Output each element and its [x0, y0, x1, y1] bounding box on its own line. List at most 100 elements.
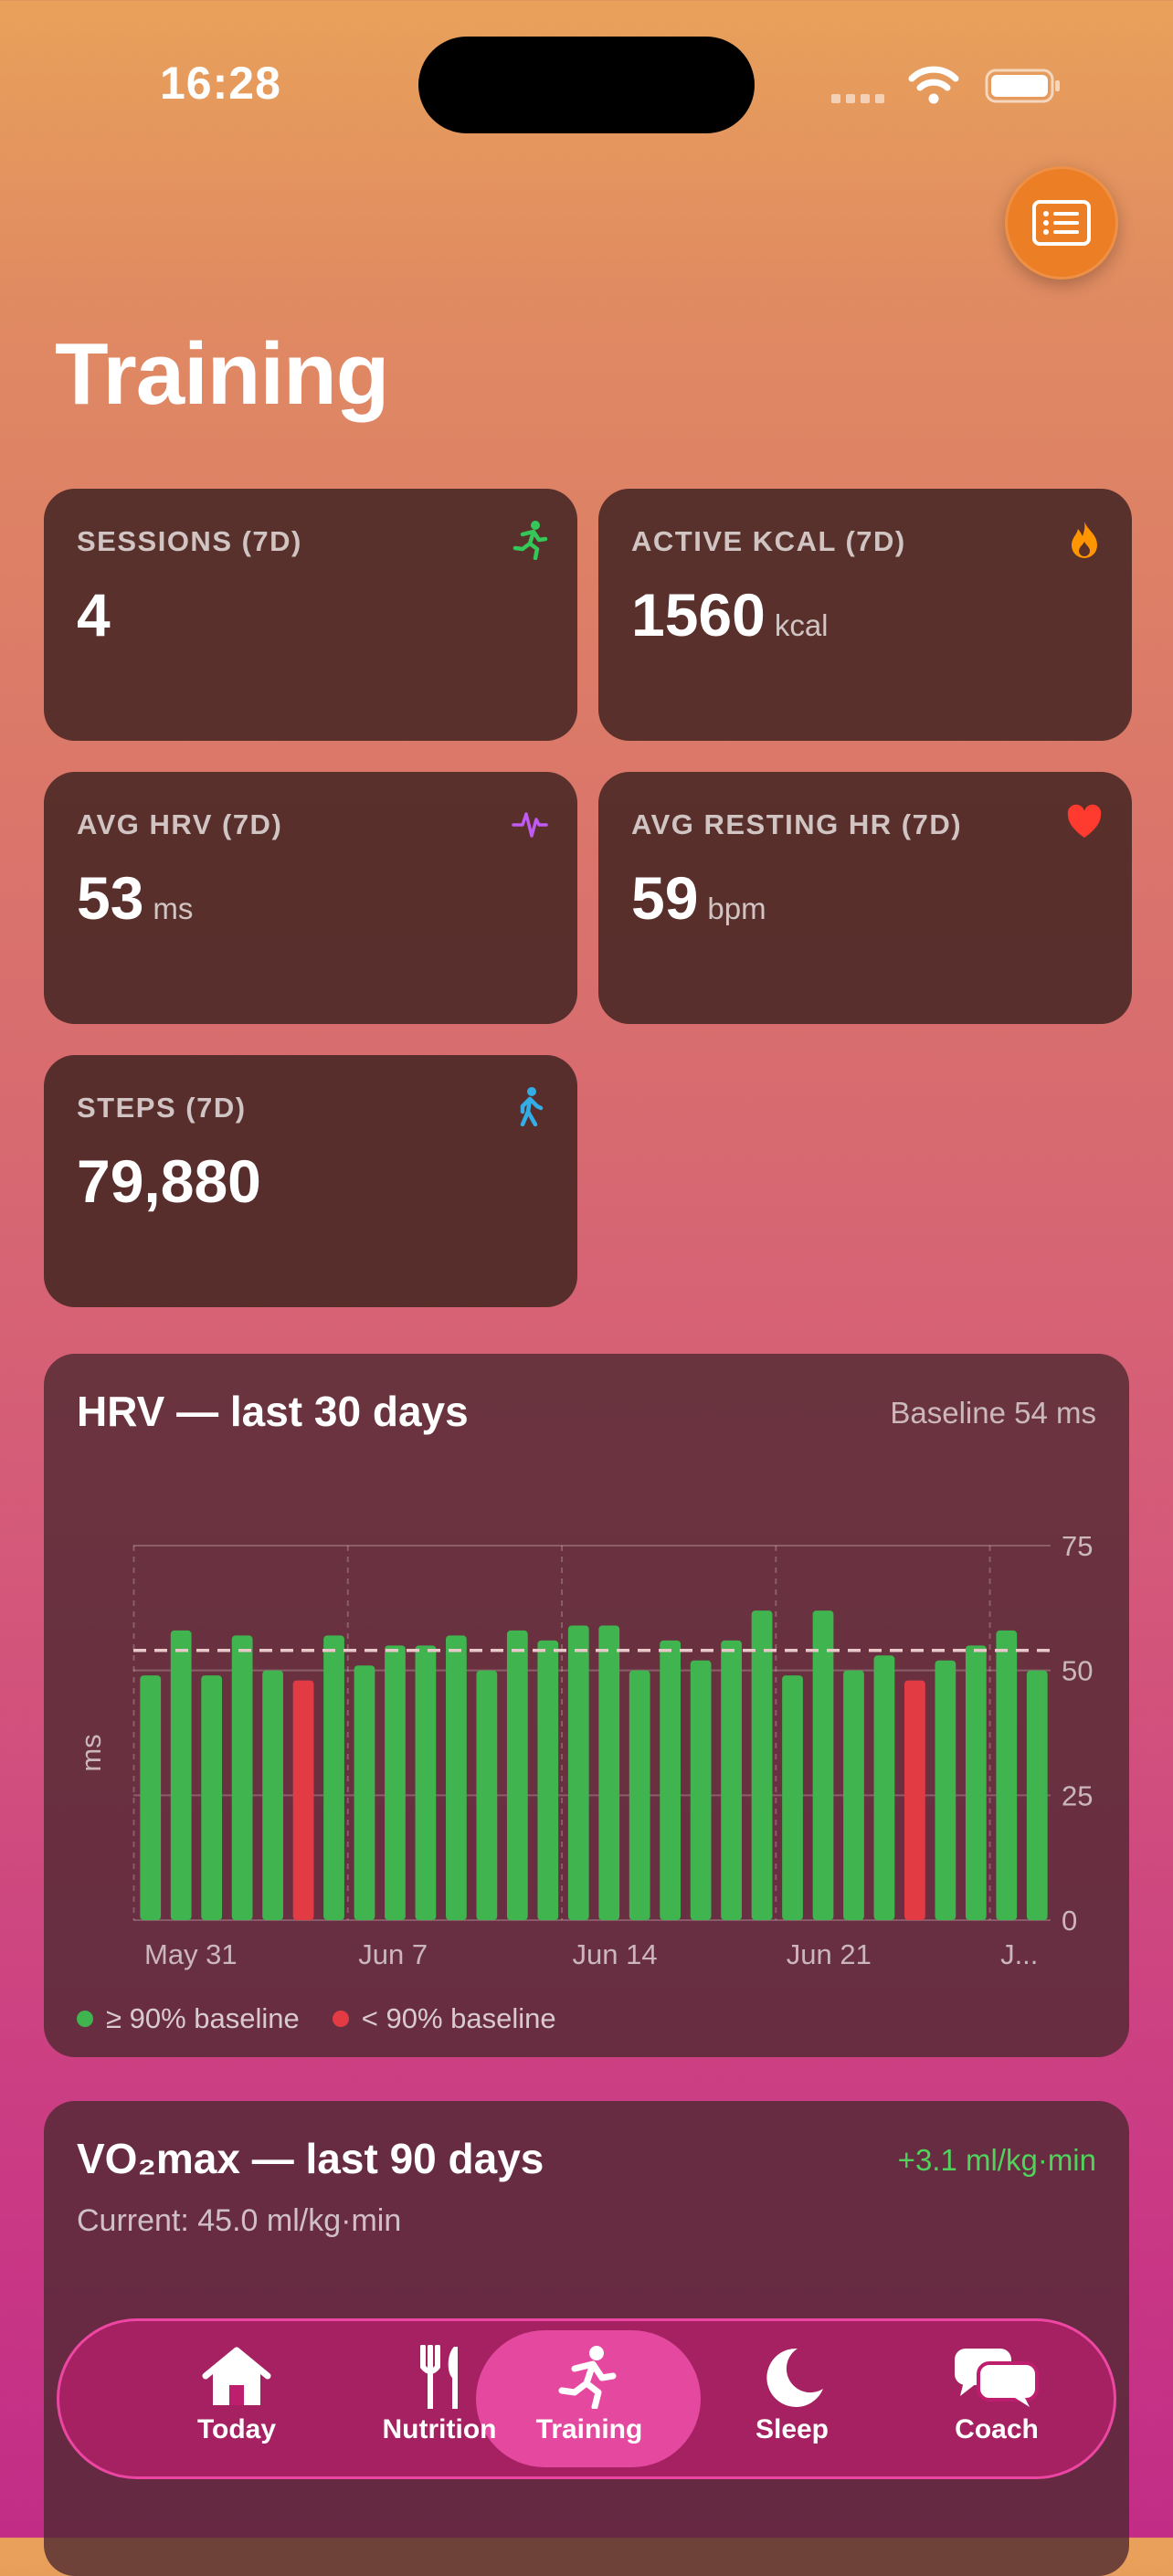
x-tick-label: J...: [1000, 1938, 1038, 1970]
stat-value: 79,880: [77, 1146, 261, 1216]
x-tick-label: Jun 21: [787, 1938, 872, 1970]
stat-value: 59 bpm: [631, 863, 766, 933]
hrv-bar: [873, 1655, 895, 1920]
tab-bar: Today Nutrition Training Sleep Coach: [57, 2318, 1116, 2479]
cellular-signal-icon: [831, 91, 895, 103]
stat-card-avg-resting-hr: AVG RESTING HR (7D) 59 bpm: [598, 772, 1132, 1024]
chart-legend: ≥ 90% baseline < 90% baseline: [77, 2002, 556, 2035]
hrv-bar: [354, 1665, 375, 1920]
hrv-bar: [446, 1635, 467, 1920]
chat-bubbles-icon: [955, 2349, 1039, 2407]
tab-nutrition[interactable]: Nutrition: [348, 2321, 531, 2476]
stat-number: 53: [77, 864, 144, 932]
tab-label: Nutrition: [382, 2414, 497, 2444]
hrv-bar: [262, 1670, 283, 1920]
stat-card-avg-hrv: AVG HRV (7D) 53 ms: [44, 772, 577, 1024]
status-time: 16:28: [160, 58, 281, 109]
stat-label: STEPS (7D): [77, 1092, 247, 1124]
hrv-bar: [415, 1645, 437, 1920]
stat-card-active-kcal: ACTIVE KCAL (7D) 1560 kcal: [598, 489, 1132, 741]
hrv-bar: [996, 1630, 1018, 1920]
active-tab-highlight: [476, 2330, 701, 2467]
hrv-bar: [782, 1675, 803, 1920]
hrv-bar: [506, 1630, 528, 1920]
tab-label: Sleep: [755, 2414, 830, 2444]
wifi-icon: [908, 66, 959, 104]
hrv-bar: [323, 1635, 344, 1920]
x-tick-label: Jun 14: [573, 1938, 658, 1970]
vo2max-current: Current: 45.0 ml/kg·min: [77, 2203, 402, 2238]
hrv-bar: [292, 1680, 314, 1920]
fork-knife-icon: [420, 2345, 458, 2409]
stat-card-sessions: SESSIONS (7D) 4: [44, 489, 577, 741]
hrv-bar: [567, 1625, 589, 1920]
dynamic-island: [418, 37, 755, 133]
page-title: Training: [55, 325, 389, 423]
y-tick-label: 0: [1062, 1905, 1077, 1937]
stat-number: 4: [77, 581, 111, 649]
hrv-bar: [843, 1670, 864, 1920]
running-icon: [558, 2346, 617, 2409]
tab-today[interactable]: Today: [145, 2321, 328, 2476]
hrv-bar: [598, 1625, 620, 1920]
stat-label: AVG RESTING HR (7D): [631, 808, 963, 840]
tab-coach[interactable]: Coach: [905, 2321, 1088, 2476]
hrv-bar: [935, 1660, 956, 1920]
hrv-bar: [170, 1630, 192, 1920]
y-axis-label: ms: [75, 1734, 107, 1771]
legend-dot-good: [77, 2011, 93, 2027]
tab-training[interactable]: Training: [498, 2321, 681, 2476]
chart-title: HRV — last 30 days: [77, 1388, 469, 1435]
x-tick-label: May 31: [144, 1938, 238, 1970]
moon-icon: [766, 2348, 823, 2407]
x-tick-label: Jun 7: [358, 1938, 428, 1970]
hrv-bar: [476, 1670, 498, 1920]
running-icon: [513, 521, 548, 560]
chart-title: VO₂max — last 90 days: [77, 2135, 544, 2182]
stat-value: 4: [77, 580, 111, 649]
y-tick-label: 75: [1062, 1530, 1093, 1562]
battery-icon: [985, 69, 1060, 103]
hrv-bar: [721, 1640, 742, 1920]
stat-number: 59: [631, 864, 699, 932]
hrv-bar: [812, 1610, 834, 1920]
stat-number: 79,880: [77, 1147, 261, 1215]
legend-dot-low: [332, 2011, 349, 2027]
stat-value: 1560 kcal: [631, 580, 829, 649]
vo2max-delta: +3.1 ml/kg·min: [897, 2143, 1096, 2177]
stat-unit: ms: [153, 892, 194, 925]
y-tick-label: 25: [1062, 1779, 1093, 1811]
stat-unit: kcal: [774, 608, 829, 642]
hrv-bar: [201, 1675, 223, 1920]
stat-label: AVG HRV (7D): [77, 808, 283, 840]
stat-card-steps: STEPS (7D) 79,880: [44, 1055, 577, 1307]
hrv-bar: [537, 1640, 559, 1920]
baseline-label: Baseline 54 ms: [890, 1396, 1096, 1430]
hrv-bar: [751, 1610, 773, 1920]
hrv-chart-card: HRV — last 30 days Baseline 54 ms 75 50 25…: [44, 1354, 1129, 2057]
legend-low-label: < 90% baseline: [361, 2002, 556, 2034]
tab-sleep[interactable]: Sleep: [701, 2321, 883, 2476]
hrv-bar: [965, 1645, 987, 1920]
tab-label: Training: [535, 2414, 643, 2444]
hrv-bar: [231, 1635, 253, 1920]
heart-icon: [1067, 804, 1102, 838]
hrv-bar: [629, 1670, 650, 1920]
list-icon: [1032, 200, 1091, 246]
hrv-bar: [690, 1660, 712, 1920]
log-list-button[interactable]: [1005, 166, 1118, 280]
tab-label: Today: [196, 2414, 277, 2444]
stat-unit: bpm: [707, 892, 766, 925]
house-icon: [202, 2347, 271, 2405]
flame-icon: [1072, 522, 1097, 558]
walking-icon: [520, 1087, 544, 1126]
stat-label: ACTIVE KCAL (7D): [631, 525, 906, 557]
hrv-bar: [904, 1680, 925, 1920]
stat-label: SESSIONS (7D): [77, 525, 302, 557]
y-tick-label: 50: [1062, 1655, 1093, 1687]
hrv-bar: [385, 1645, 406, 1920]
tab-label: Coach: [955, 2414, 1039, 2444]
hrv-bar: [140, 1675, 162, 1920]
hrv-bar: [1026, 1670, 1048, 1920]
legend-good-label: ≥ 90% baseline: [106, 2002, 300, 2034]
